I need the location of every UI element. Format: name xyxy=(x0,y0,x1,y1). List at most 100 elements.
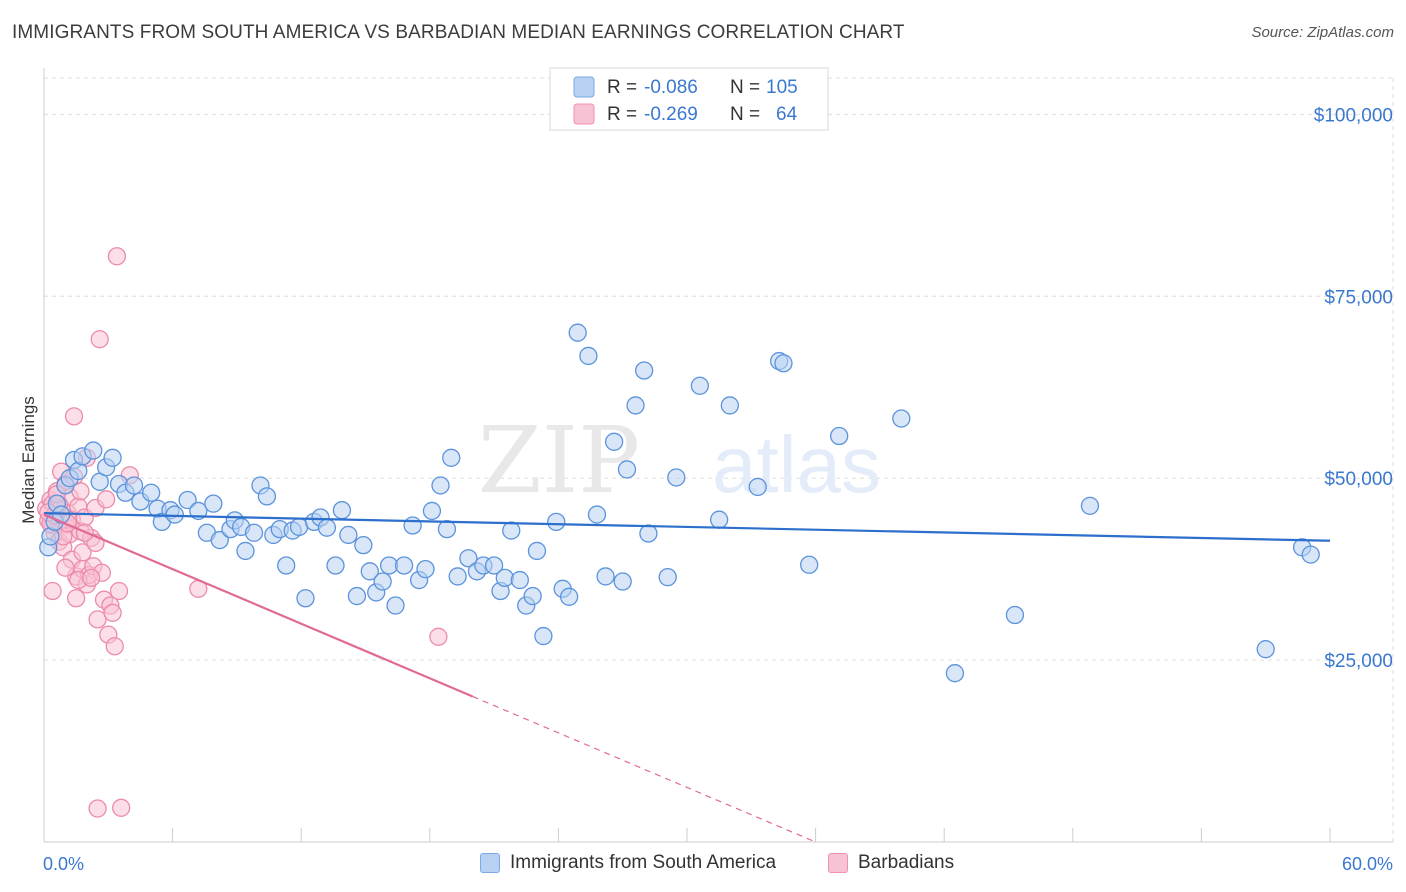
legend-label-barbadians: Barbadians xyxy=(858,852,955,873)
legend-item-barbadians[interactable]: Barbadians xyxy=(828,852,954,874)
legend-r-value-pink: -0.269 xyxy=(644,104,698,125)
south-america-point-32 xyxy=(244,523,264,542)
south-america-point-90 xyxy=(690,376,710,395)
south-america-point-78 xyxy=(568,323,587,342)
south-america-point-59 xyxy=(431,476,450,495)
south-america-point-57 xyxy=(416,559,435,579)
y-tick-label-2: $75,000 xyxy=(1324,287,1393,308)
trend-line-barbadians xyxy=(43,513,474,698)
south-america-point-44 xyxy=(326,556,345,575)
south-america-point-99 xyxy=(945,664,965,683)
south-america-point-40 xyxy=(296,589,315,608)
legend-stats-swatch-blue xyxy=(573,76,595,98)
south-america-point-27 xyxy=(210,530,229,550)
x-tick-label-min: 0.0% xyxy=(43,854,84,874)
trend-line-south-america xyxy=(43,512,1331,542)
south-america-point-96 xyxy=(800,555,819,574)
barbadians-point-59 xyxy=(429,627,448,646)
legend-stats-swatch-pink xyxy=(573,103,595,125)
south-america-point-95 xyxy=(774,354,793,373)
south-america-point-34 xyxy=(257,487,277,506)
south-america-point-74 xyxy=(534,626,553,646)
legend-swatch-blue xyxy=(480,853,500,873)
south-america-point-62 xyxy=(448,567,467,586)
y-axis-label: Median Earnings xyxy=(19,396,38,524)
legend-r-label-pink: R = xyxy=(607,104,637,125)
south-america-point-72 xyxy=(523,586,542,606)
south-america-point-81 xyxy=(596,567,615,586)
barbadians-point-62 xyxy=(43,581,62,601)
south-america-point-83 xyxy=(613,572,632,591)
south-america-point-49 xyxy=(360,562,379,581)
legend-n-value-blue: 105 xyxy=(766,77,798,98)
legend-swatch-pink xyxy=(828,853,848,873)
south-america-point-100 xyxy=(1005,605,1025,625)
barbadians-point-22 xyxy=(67,589,86,608)
legend-stats-box xyxy=(549,67,829,131)
barbadians-point-56 xyxy=(82,568,101,588)
south-america-point-53 xyxy=(386,596,405,615)
south-america-point-86 xyxy=(634,361,654,380)
south-america-point-91 xyxy=(710,510,729,529)
south-america-point-69 xyxy=(502,521,521,540)
barbadians-point-36 xyxy=(88,610,107,629)
south-america-point-98 xyxy=(892,409,911,428)
legend-label-south-america: Immigrants from South America xyxy=(510,852,777,873)
x-tick-label-max: 60.0% xyxy=(1342,854,1393,874)
axis-layer xyxy=(43,68,1393,843)
south-america-point-87 xyxy=(639,524,658,543)
south-america-point-37 xyxy=(277,556,296,575)
legend-n-label-pink: N = xyxy=(730,104,760,125)
south-america-point-77 xyxy=(559,587,579,606)
barbadians-point-61 xyxy=(112,798,131,817)
south-america-point-84 xyxy=(617,460,637,479)
south-america-point-43 xyxy=(317,518,337,537)
south-america-point-26 xyxy=(204,494,223,513)
chart-title: IMMIGRANTS FROM SOUTH AMERICA VS BARBADI… xyxy=(12,22,905,43)
barbadians-point-19 xyxy=(64,407,84,426)
south-america-point-92 xyxy=(720,396,740,415)
watermark: ZIP atlas xyxy=(478,407,881,514)
south-america-point-24 xyxy=(189,501,208,521)
south-america-point-68 xyxy=(495,568,514,588)
trend-line-barbadians-extension xyxy=(472,695,816,843)
watermark-zip: ZIP xyxy=(478,407,640,514)
south-america-point-82 xyxy=(604,432,624,451)
legend-item-south-america[interactable]: Immigrants from South America xyxy=(480,852,776,874)
south-america-point-101 xyxy=(1080,496,1100,515)
y-tick-label-3: $100,000 xyxy=(1314,105,1393,126)
south-america-point-23 xyxy=(178,490,197,510)
south-america-point-46 xyxy=(339,525,358,545)
legend-n-label-blue: N = xyxy=(730,77,760,98)
south-america-point-47 xyxy=(347,586,367,606)
south-america-point-31 xyxy=(236,541,255,561)
south-america-point-88 xyxy=(658,567,677,587)
legend-n-value-pink: 64 xyxy=(776,104,798,125)
south-america-point-60 xyxy=(437,519,457,539)
south-america-point-85 xyxy=(626,396,645,415)
barbadians-point-60 xyxy=(88,799,107,818)
barbadians-point-44 xyxy=(105,637,124,656)
legend-r-value-blue: -0.086 xyxy=(644,77,698,98)
south-america-point-104 xyxy=(1301,545,1320,564)
y-tick-label-1: $50,000 xyxy=(1324,469,1393,490)
south-america-point-80 xyxy=(587,505,607,524)
legend-series: Immigrants from South America Barbadians xyxy=(0,852,1406,878)
legend-stats: R = -0.086 N = 105 R = -0.269 N = 64 xyxy=(549,67,829,131)
barbadians-point-46 xyxy=(109,581,129,601)
y-tick-labels: $25,000 $50,000 $75,000 $100,000 xyxy=(1314,105,1393,672)
barbadians-point-43 xyxy=(103,603,122,622)
south-america-point-54 xyxy=(394,556,414,575)
south-america-point-16 xyxy=(124,476,144,495)
south-america-point-58 xyxy=(422,501,442,521)
south-america-point-10 xyxy=(84,441,103,460)
south-america-point-61 xyxy=(442,448,461,467)
south-america-point-73 xyxy=(527,541,547,561)
south-america-point-75 xyxy=(547,512,566,531)
south-america-point-63 xyxy=(459,549,478,568)
south-america-point-66 xyxy=(484,556,504,575)
series-south-america-points xyxy=(39,323,1320,683)
legend-r-label-blue: R = xyxy=(607,77,637,98)
south-america-point-55 xyxy=(403,516,422,535)
